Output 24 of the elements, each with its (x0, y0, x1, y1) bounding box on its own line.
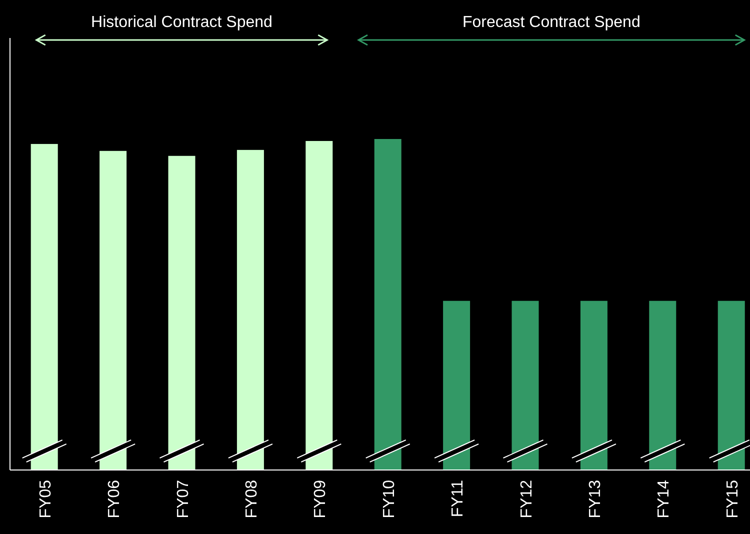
x-tick-label: FY13 (586, 480, 604, 518)
text: Forecast Contract Spend (462, 14, 640, 31)
bar (168, 156, 196, 470)
x-tick-label: FY09 (312, 480, 330, 518)
bar (580, 300, 608, 470)
x-tick-label: FY15 (724, 480, 742, 518)
x-tick-label: FY06 (106, 480, 124, 518)
bar (236, 150, 264, 470)
bar (100, 150, 127, 470)
bar (306, 140, 333, 470)
bar (30, 144, 58, 470)
bar (443, 300, 470, 470)
bar (649, 300, 676, 470)
bar (718, 300, 745, 470)
bar (374, 139, 402, 470)
bar (512, 300, 539, 470)
x-tick-label: FY11 (450, 480, 467, 518)
text: Historical Contract Spend (91, 14, 272, 31)
x-tick-label: FY10 (380, 480, 398, 518)
x-tick-label: FY07 (174, 480, 192, 518)
x-tick-label: FY14 (656, 480, 673, 518)
x-tick-label: FY12 (518, 480, 536, 518)
x-tick-label: FY08 (243, 480, 260, 518)
x-tick-label: FY05 (37, 480, 54, 518)
